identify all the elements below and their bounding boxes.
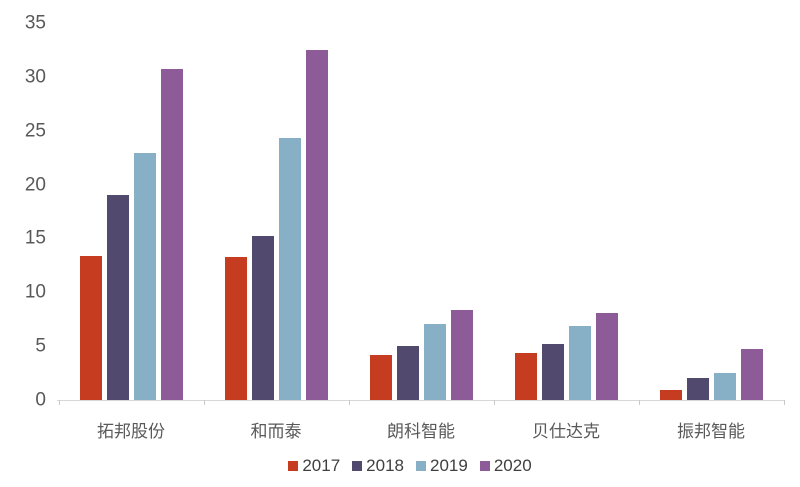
legend-label: 2017	[302, 456, 341, 475]
x-category-label: 贝仕达克	[532, 422, 600, 441]
bar-2017-和而泰	[224, 256, 247, 400]
category-boundary-tick	[493, 400, 495, 405]
category-boundary-tick	[58, 400, 60, 405]
x-axis-line	[57, 400, 784, 401]
legend-label: 2019	[430, 456, 468, 475]
legend-swatch-icon	[352, 461, 363, 471]
category-boundary-tick	[638, 400, 640, 405]
x-category-label: 朗科智能	[387, 422, 455, 441]
bar-2019-振邦智能	[713, 373, 736, 400]
bar-2018-拓邦股份	[106, 195, 129, 400]
category-boundary-tick	[783, 400, 785, 405]
bar-2019-朗科智能	[423, 323, 446, 400]
bar-2018-和而泰	[251, 236, 274, 400]
y-tick-label: 20	[24, 174, 46, 196]
bar-2019-贝仕达克	[568, 325, 591, 400]
y-tick-label: 5	[35, 335, 46, 357]
bar-2020-和而泰	[305, 49, 328, 400]
y-tick-label: 35	[24, 12, 46, 34]
legend-label: 2018	[366, 456, 404, 475]
y-tick-label: 30	[24, 66, 46, 88]
legend-item-2017: 2017	[288, 457, 340, 475]
legend: 2017 2018 2019 2020	[10, 457, 800, 475]
bar-2019-拓邦股份	[133, 153, 156, 400]
bar-2017-振邦智能	[659, 390, 682, 400]
bar-2018-振邦智能	[686, 378, 709, 400]
x-category-label: 振邦智能	[677, 422, 745, 441]
bar-2020-朗科智能	[450, 309, 473, 400]
y-tick-label: 25	[24, 120, 46, 142]
legend-swatch-icon	[479, 461, 490, 471]
x-category-label: 和而泰	[250, 422, 302, 441]
bar-2017-朗科智能	[369, 354, 392, 400]
category-boundary-tick	[203, 400, 205, 405]
legend-swatch-icon	[288, 461, 299, 471]
bar-2018-贝仕达克	[541, 343, 564, 400]
x-category-label: 拓邦股份	[97, 422, 165, 441]
bar-2017-贝仕达克	[514, 352, 537, 400]
bar-2017-拓邦股份	[79, 255, 102, 400]
y-tick-label: 10	[24, 281, 46, 303]
legend-item-2019: 2019	[416, 457, 468, 475]
bar-2020-贝仕达克	[595, 312, 618, 400]
legend-item-2020: 2020	[479, 456, 532, 475]
bar-2020-拓邦股份	[160, 69, 183, 400]
legend-label: 2020	[493, 456, 532, 475]
y-tick-label: 15	[24, 227, 46, 249]
bar-2018-朗科智能	[396, 346, 419, 400]
y-tick-label: 0	[35, 389, 46, 411]
legend-swatch-icon	[416, 461, 426, 471]
bar-2019-和而泰	[278, 138, 301, 400]
legend-item-2018: 2018	[352, 457, 404, 475]
category-boundary-tick	[348, 400, 350, 405]
bar-2020-振邦智能	[740, 349, 763, 400]
